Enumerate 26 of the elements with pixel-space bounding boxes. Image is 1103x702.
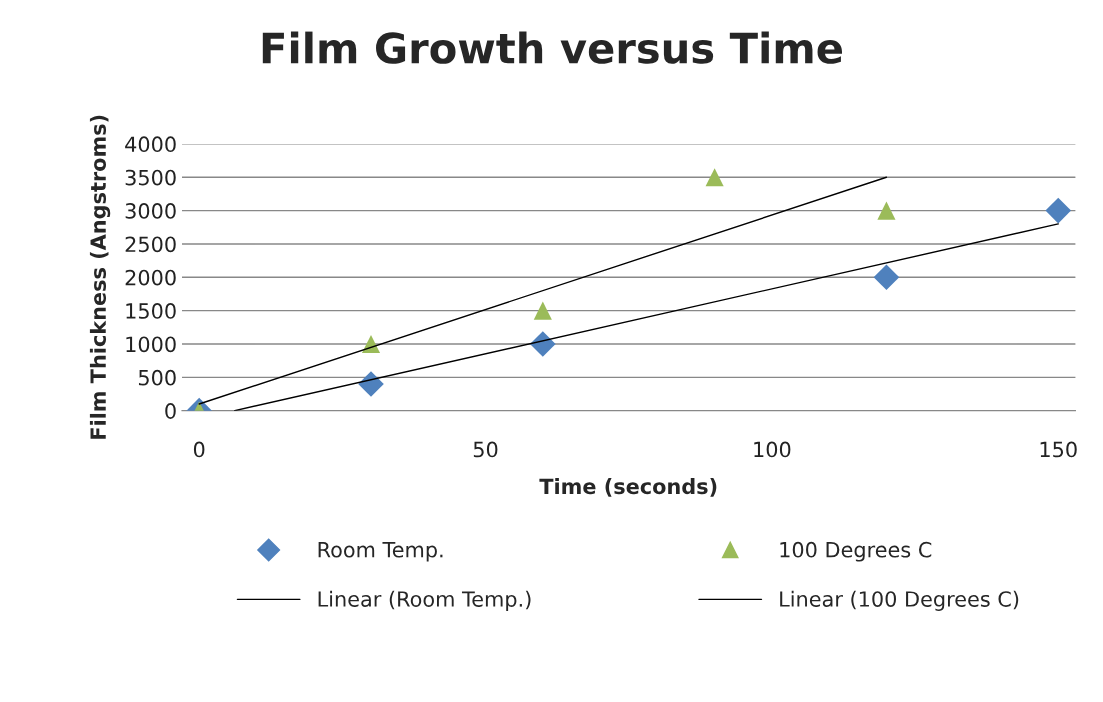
point <box>877 201 896 220</box>
y-tick-label: 2500 <box>125 236 176 253</box>
x-tick-label: 0 <box>193 441 205 458</box>
point <box>530 331 556 357</box>
y-tick-label: 4000 <box>125 136 176 153</box>
legend-label: Linear (100 Degrees C) <box>780 590 1019 611</box>
y-tick-label: 0 <box>165 403 176 419</box>
x-tick-label: 50 <box>473 441 498 458</box>
y-tick-label: 3500 <box>125 169 176 186</box>
x-tick-label: 150 <box>1040 441 1077 458</box>
chart-title: Film Growth versus Time <box>262 31 842 64</box>
y-axis-title: Film Thickness (Angstroms) <box>89 115 111 439</box>
y-tick-label: 2000 <box>125 269 176 286</box>
y-tick-label: 1000 <box>126 336 176 353</box>
point <box>873 264 900 291</box>
point <box>1045 197 1072 224</box>
legend-label: 100 Degrees C <box>780 541 932 562</box>
y-tick-label: 3000 <box>125 203 176 219</box>
legend-label: Room Temp. <box>318 542 443 562</box>
x-tick-label: 100 <box>754 441 791 458</box>
legend-label: Linear (Room Temp.) <box>318 590 531 611</box>
y-tick-label: 500 <box>138 369 176 386</box>
point <box>533 301 552 320</box>
y-tick-label: 1500 <box>126 303 176 319</box>
x-axis-title: Time (seconds) <box>539 478 717 497</box>
point <box>705 168 724 187</box>
